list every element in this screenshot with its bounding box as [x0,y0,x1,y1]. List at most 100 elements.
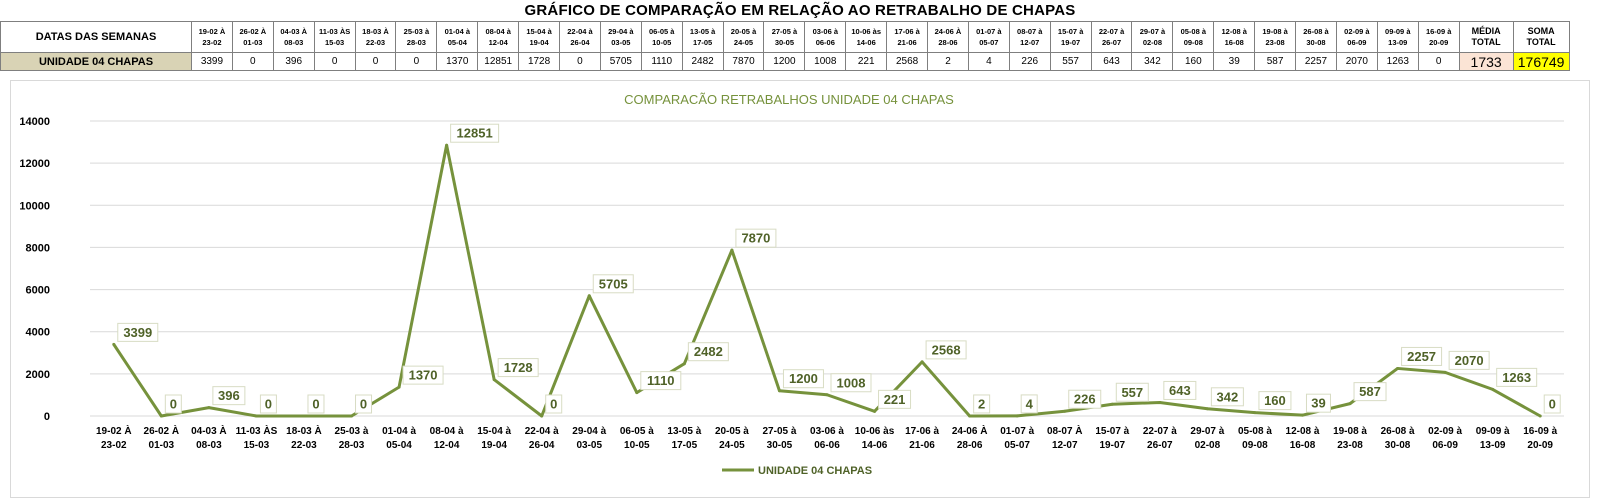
week-value-cell: 0 [395,52,438,71]
header-text: TOTAL [1471,37,1501,47]
x-tick-label: 22-04 à [525,426,559,437]
data-point [920,360,924,364]
week-value-cell: 160 [1172,52,1215,71]
y-tick-label: 8000 [26,242,50,254]
x-tick-label: 18-03 À [286,424,322,437]
summary-table: DATAS DAS SEMANAS 19-02 À 23-02 26-02 À 01-… [0,21,1570,71]
week-header-cell: 19-08 à 23-08 [1254,21,1297,53]
x-tick-label: 24-06 À [952,424,988,437]
data-point [1443,370,1447,374]
x-tick-label: 19-07 [1100,440,1126,451]
data-label: 2257 [1407,349,1436,364]
data-label: 0 [265,397,272,412]
data-point [730,248,734,252]
header-text: 28-06 [938,38,958,47]
header-text: TOTAL [1526,37,1556,47]
week-header-cell: 08-04 à 12-04 [477,21,520,53]
week-header-cell: 12-08 à 16-08 [1213,21,1256,53]
x-tick-label: 15-04 à [477,426,511,437]
x-tick-label: 16-09 à [1523,426,1557,437]
header-text: 16-09 à [1425,27,1452,36]
x-tick-label: 10-06 às [855,426,895,437]
soma-total-header: SOMA TOTAL [1512,21,1570,53]
week-header-cell: 29-07 à 02-08 [1131,21,1174,53]
header-text: 10-06 às [851,27,881,36]
data-point [1253,411,1257,415]
x-tick-label: 10-05 [624,440,650,451]
data-label-box [355,394,373,414]
y-tick-label: 0 [44,411,50,423]
header-text: 19-08 à [1262,27,1288,36]
header-text: 26-07 [1101,38,1122,47]
y-tick-label: 12000 [19,158,50,170]
header-text: 05-08 à [1180,27,1207,36]
data-point [1491,387,1495,391]
x-tick-label: 05-08 à [1238,426,1272,437]
x-tick-label: 19-02 À [96,424,132,437]
data-label-box [1448,350,1490,370]
header-text: 19-02 À [198,27,226,36]
header-text: 01-04 à [444,27,470,36]
data-label-box [592,274,634,294]
week-header-cell: 24-06 À 28-06 [927,21,969,53]
data-label: 7870 [741,231,770,246]
x-tick-label: 12-07 [1052,440,1078,451]
data-label-box [307,394,325,414]
week-header-cell: 06-05 à 10-05 [640,21,683,53]
week-header-cell: 05-08 à 09-08 [1172,21,1215,53]
x-tick-label: 06-06 [814,440,840,451]
week-header-cell: 26-02 À 01-03 [231,21,274,53]
data-point [587,294,591,298]
data-point [968,414,972,418]
week-value-cell: 2482 [681,52,724,71]
x-tick-label: 05-04 [386,440,412,451]
data-label: 0 [360,397,367,412]
x-tick-label: 08-04 à [430,426,464,437]
data-label: 0 [170,397,177,412]
x-tick-label: 19-08 à [1333,426,1367,437]
data-label: 2 [978,396,985,411]
data-point [1300,413,1304,417]
week-header-cell: 02-09 à 06-09 [1335,21,1378,53]
x-tick-label: 02-08 [1195,440,1221,451]
header-text: 29-04 à [608,27,634,36]
week-header-cell: 26-08 à 30-08 [1295,21,1337,53]
header-text: 12-08 à [1221,27,1247,36]
week-value-cell: 0 [313,52,356,71]
header-text: 23-08 [1265,38,1285,47]
week-value-cell: 1008 [804,52,847,71]
chart-title: COMPARACÃO RETRABALHOS UNIDADE 04 CHAPAS [624,92,954,107]
header-text: 08-07 à [1017,27,1043,36]
table-header-row: DATAS DAS SEMANAS 19-02 À 23-02 26-02 À 01-… [0,21,1570,53]
data-label: 587 [1359,384,1381,399]
data-label-box [545,394,563,414]
y-tick-label: 4000 [26,327,50,339]
week-value-cell: 587 [1254,52,1297,71]
data-label-box [1068,389,1102,409]
x-tick-label: 03-06 à [810,426,844,437]
data-label: 0 [312,397,319,412]
data-label-box [925,340,967,360]
data-point [1538,414,1542,418]
data-point [1110,402,1114,406]
x-tick-label: 23-08 [1337,440,1363,451]
data-label-box [1401,346,1443,366]
week-header-cell: 22-04 à 26-04 [559,21,601,53]
header-text: 30-08 [1306,38,1326,47]
data-label-box [640,371,682,391]
data-point [445,143,449,147]
x-tick-label: 13-09 [1480,440,1506,451]
data-label: 1008 [837,375,866,390]
header-text: 10-05 [652,38,672,47]
header-text: 01-03 [243,38,263,47]
header-text: 23-02 [202,38,222,47]
week-value-cell: 557 [1049,52,1092,71]
data-label-box [735,228,777,248]
data-label: 12851 [457,126,493,141]
header-text: 02-08 [1142,38,1163,47]
x-tick-label: 30-08 [1385,440,1411,451]
data-point [492,378,496,382]
data-label-box [1258,391,1292,411]
data-label: 0 [550,397,557,412]
x-tick-label: 13-05 à [667,426,701,437]
